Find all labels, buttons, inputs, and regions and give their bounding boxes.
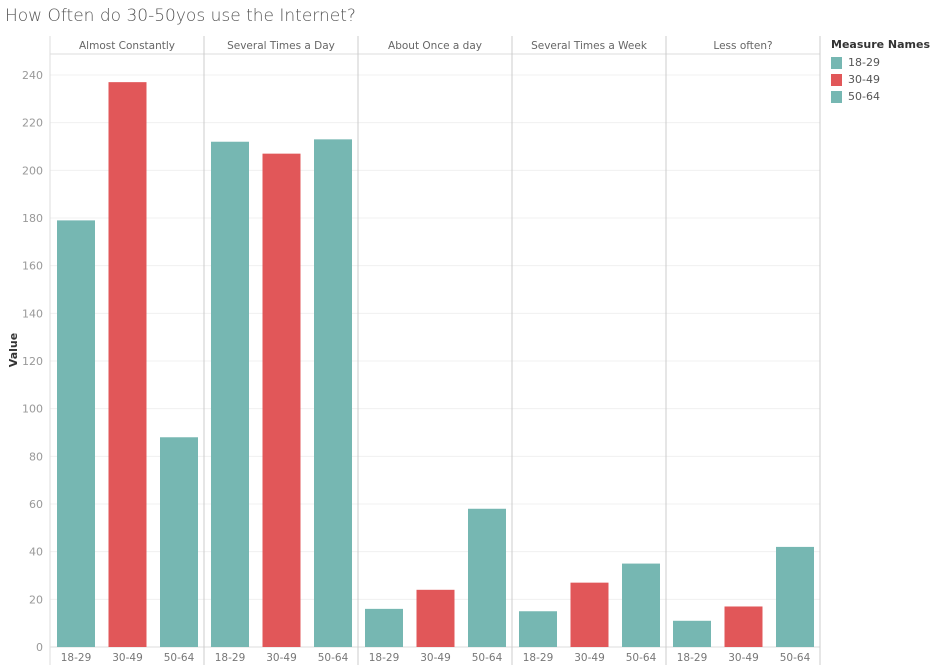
y-tick-label: 140 (22, 307, 43, 320)
x-tick-label: 18-29 (677, 652, 708, 664)
y-tick-label: 180 (22, 212, 43, 225)
bar-30-49 (570, 582, 609, 647)
bar-30-49 (416, 589, 455, 647)
y-tick-label: 200 (22, 164, 43, 177)
legend-swatch (831, 56, 842, 69)
x-tick-label: 30-49 (728, 652, 759, 664)
bar-50-64 (776, 546, 814, 647)
x-tick-label: 50-64 (318, 652, 349, 664)
y-tick-label: 60 (29, 498, 43, 511)
y-tick-label: 240 (22, 69, 43, 82)
bar-50-64 (314, 139, 352, 647)
bar-30-49 (724, 606, 763, 647)
y-axis-label: Value (7, 333, 20, 367)
y-tick-label: 100 (22, 403, 43, 416)
x-tick-label: 18-29 (523, 652, 554, 664)
legend: Measure Names 18-29 30-49 50-64 (831, 38, 930, 105)
panel-header: Almost Constantly (79, 40, 175, 52)
bar-30-49 (262, 153, 301, 647)
x-tick-label: 50-64 (472, 652, 503, 664)
x-tick-label: 30-49 (574, 652, 605, 664)
legend-item[interactable]: 50-64 (831, 88, 930, 105)
x-tick-label: 50-64 (780, 652, 811, 664)
x-tick-label: 18-29 (369, 652, 400, 664)
x-tick-label: 18-29 (61, 652, 92, 664)
y-tick-label: 120 (22, 355, 43, 368)
bar-18-29 (519, 611, 557, 647)
panel-header: Several Times a Week (531, 40, 648, 52)
x-tick-label: 50-64 (626, 652, 657, 664)
bar-18-29 (57, 220, 95, 647)
y-tick-label: 220 (22, 117, 43, 130)
panel-header: About Once a day (388, 40, 482, 52)
x-tick-label: 30-49 (112, 652, 143, 664)
y-tick-label: 40 (29, 546, 43, 559)
y-tick-label: 20 (29, 593, 43, 606)
legend-title: Measure Names (831, 38, 931, 51)
bar-18-29 (211, 141, 249, 647)
x-tick-label: 30-49 (420, 652, 451, 664)
legend-item[interactable]: 18-29 (831, 54, 930, 71)
bar-50-64 (160, 437, 198, 647)
legend-swatch (831, 90, 842, 103)
bar-18-29 (673, 620, 711, 647)
y-tick-label: 80 (29, 450, 43, 463)
bar-18-29 (365, 608, 403, 647)
x-tick-label: 50-64 (164, 652, 195, 664)
x-tick-label: 18-29 (215, 652, 246, 664)
panel-header: Less often? (713, 40, 772, 52)
legend-item[interactable]: 30-49 (831, 71, 930, 88)
y-tick-label: 160 (22, 260, 43, 273)
legend-swatch (831, 73, 842, 86)
panel-header: Several Times a Day (227, 40, 335, 52)
bar-50-64 (468, 508, 506, 647)
chart-title: How Often do 30-50yos use the Internet? (5, 6, 356, 26)
bar-50-64 (622, 563, 660, 647)
bar-30-49 (108, 82, 147, 647)
x-tick-label: 30-49 (266, 652, 297, 664)
y-tick-label: 0 (36, 641, 43, 654)
